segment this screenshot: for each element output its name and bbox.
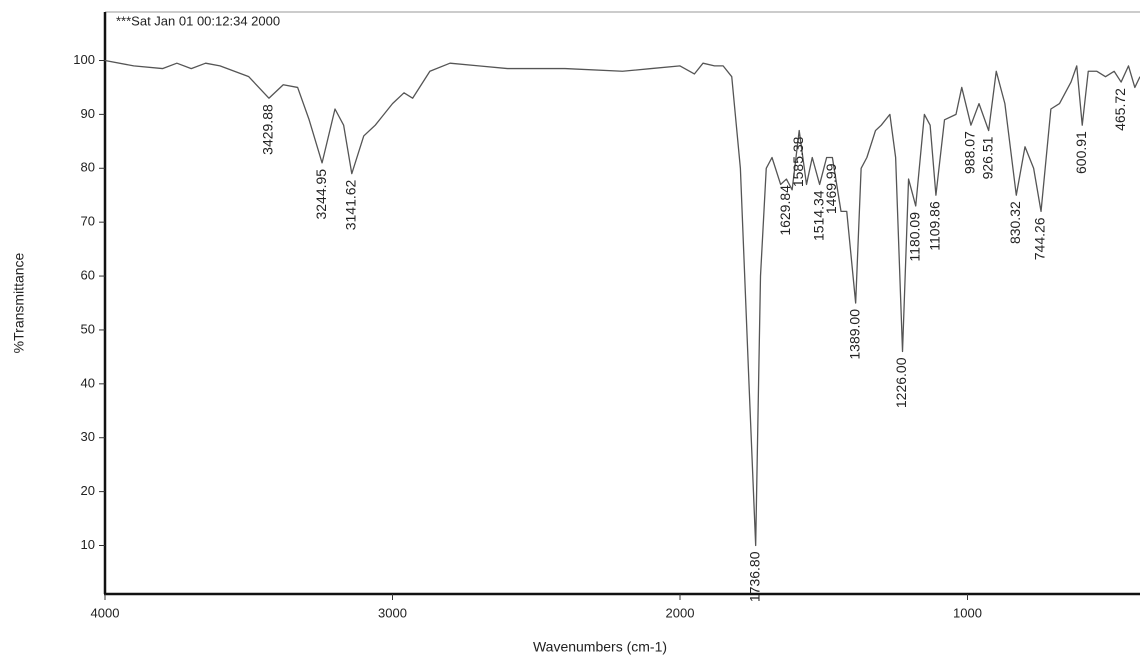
y-tick-label: 70 <box>81 214 95 229</box>
x-axis-label: Wavenumbers (cm-1) <box>533 639 667 655</box>
peak-label: 3244.95 <box>313 169 329 220</box>
peak-label: 3429.88 <box>260 104 276 155</box>
x-tick-label: 3000 <box>378 605 407 620</box>
peak-label: 1469.99 <box>823 163 839 214</box>
x-tick-label: 1000 <box>953 605 982 620</box>
y-tick-label: 60 <box>81 267 95 282</box>
y-tick-label: 10 <box>81 537 95 552</box>
x-tick-label: 4000 <box>91 605 120 620</box>
timestamp: ***Sat Jan 01 00:12:34 2000 <box>116 13 280 28</box>
peak-label: 1514.34 <box>810 190 826 241</box>
y-tick-label: 90 <box>81 106 95 121</box>
y-tick-label: 80 <box>81 160 95 175</box>
y-tick-label: 100 <box>73 52 95 67</box>
peak-label: 1585.38 <box>790 136 806 187</box>
spectrum-line <box>104 59 1140 547</box>
peak-label: 1180.09 <box>906 212 922 262</box>
peak-label: 1389.00 <box>846 309 862 360</box>
peak-label: 926.51 <box>979 136 995 179</box>
peak-label: 744.26 <box>1032 217 1048 260</box>
peak-label: 1109.86 <box>927 201 943 251</box>
peak-label: 1226.00 <box>893 357 909 408</box>
peak-label: 1629.84 <box>777 185 793 236</box>
peak-label: 3141.62 <box>342 179 358 230</box>
y-tick-label: 50 <box>81 321 95 336</box>
peak-label: 465.72 <box>1112 88 1128 131</box>
peak-label: 830.32 <box>1007 201 1023 244</box>
x-tick-label: 2000 <box>666 605 695 620</box>
y-tick-label: 20 <box>81 483 95 498</box>
y-axis-label: %Transmittance <box>11 252 27 353</box>
peak-label: 988.07 <box>962 131 978 174</box>
y-tick-label: 40 <box>81 375 95 390</box>
peak-label: 600.91 <box>1073 131 1089 174</box>
y-tick-label: 30 <box>81 429 95 444</box>
peak-label: 1736.80 <box>746 551 762 602</box>
